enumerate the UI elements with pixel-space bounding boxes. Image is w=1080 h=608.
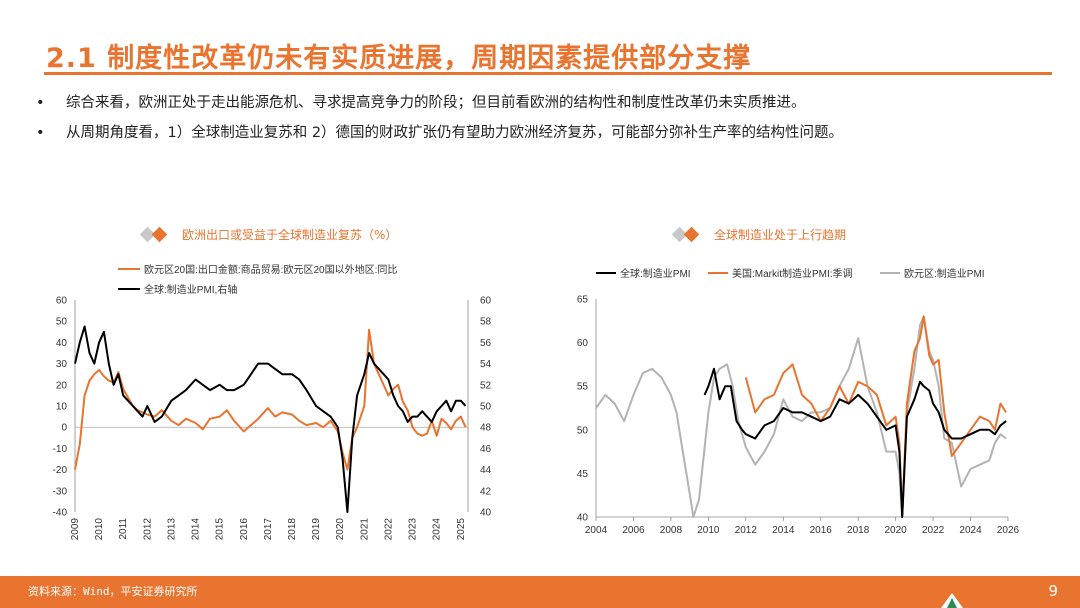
- x-tick-label: 2012: [142, 518, 153, 541]
- x-tick-label: 2004: [585, 525, 608, 536]
- series-line-export-yoy: [74, 328, 467, 471]
- series-line-us-pmi: [744, 315, 1007, 518]
- y-right-tick-label: 48: [480, 423, 492, 434]
- y-right-tick-label: 40: [480, 508, 492, 519]
- x-tick-label: 2021: [359, 518, 370, 541]
- y-right-tick-label: 54: [480, 359, 492, 370]
- y-tick-label: 45: [577, 469, 589, 480]
- bullet-text: 从周期角度看，1）全球制造业复苏和 2）德国的财政扩张仍有望助力欧洲经济复苏，可…: [66, 125, 844, 141]
- x-tick-label: 2020: [885, 525, 908, 536]
- y-right-tick-label: 58: [480, 317, 492, 328]
- y-left-tick-label: 20: [56, 380, 68, 391]
- footer-source: 资料来源：Wind，平安证券研究所: [28, 585, 198, 598]
- diamond-icon: [671, 226, 708, 243]
- y-right-tick-label: 60: [480, 296, 492, 307]
- y-right-tick-label: 52: [480, 380, 492, 391]
- x-tick-label: 2022: [383, 518, 394, 541]
- x-tick-label: 2016: [810, 525, 833, 536]
- page-title: 2.1 制度性改革仍未有实质进展，周期因素提供部分支撑: [46, 43, 752, 74]
- y-left-tick-label: 50: [56, 317, 68, 328]
- y-left-tick-label: -20: [53, 465, 68, 476]
- y-tick-label: 50: [577, 425, 589, 436]
- y-tick-label: 40: [577, 513, 589, 524]
- x-tick-label: 2015: [215, 518, 226, 541]
- y-left-tick-label: -40: [53, 508, 68, 519]
- x-tick-label: 2013: [166, 518, 177, 541]
- bullet-text: 综合来看，欧洲正处于走出能源危机、寻求提高竞争力的阶段；但目前看欧洲的结构性和制…: [66, 95, 806, 111]
- y-right-tick-label: 42: [480, 486, 492, 497]
- chart1-title: 欧洲出口或受益于全球制造业复苏（%）: [139, 226, 398, 243]
- y-left-tick-label: 0: [61, 423, 67, 434]
- legend-label-pmi: 全球:制造业PMI,右轴: [144, 283, 237, 296]
- x-tick-label: 2008: [660, 525, 683, 536]
- series-line-eurozone-pmi: [595, 315, 1007, 518]
- bullet-item: • 从周期角度看，1）全球制造业复苏和 2）德国的财政扩张仍有望助力欧洲经济复苏…: [36, 118, 1056, 148]
- chart2-title-text: 全球制造业处于上行趋期: [714, 228, 847, 242]
- legend-label-eu: 欧元区:制造业PMI: [904, 267, 985, 280]
- logo-icon: [941, 593, 963, 608]
- bullet-list: • 综合来看，欧洲正处于走出能源危机、寻求提高竞争力的阶段；但目前看欧洲的结构性…: [36, 88, 1056, 148]
- series-line-global-pmi: [703, 367, 1007, 518]
- y-tick-label: 65: [577, 295, 589, 306]
- x-tick-label: 2019: [311, 518, 322, 541]
- x-tick-label: 2023: [408, 518, 419, 541]
- y-tick-label: 55: [577, 382, 589, 393]
- legend-label-global: 全球:制造业PMI: [620, 267, 691, 280]
- bullet-item: • 综合来看，欧洲正处于走出能源危机、寻求提高竞争力的阶段；但目前看欧洲的结构性…: [36, 88, 1056, 118]
- chart2: 全球:制造业PMI 美国:Markit制造业PMI:季调 欧元区:制造业PMI …: [577, 267, 1020, 536]
- x-tick-label: 2024: [959, 525, 982, 536]
- footer-bar: [0, 576, 1080, 608]
- x-tick-label: 2018: [287, 518, 298, 541]
- y-right-tick-label: 44: [480, 465, 492, 476]
- diamond-icon: [139, 226, 176, 243]
- page-number: 9: [1048, 582, 1058, 600]
- series-line-global-pmi: [74, 325, 467, 513]
- x-tick-label: 2010: [697, 525, 720, 536]
- legend-label-export: 欧元区20国:出口金额:商品贸易:欧元区20国以外地区:同比: [144, 263, 397, 276]
- x-tick-label: 2022: [922, 525, 945, 536]
- x-tick-label: 2017: [263, 518, 274, 541]
- y-right-tick-label: 56: [480, 338, 492, 349]
- x-tick-label: 2025: [456, 518, 467, 541]
- x-tick-label: 2012: [735, 525, 758, 536]
- y-left-tick-label: 60: [56, 296, 68, 307]
- chart1-title-text: 欧洲出口或受益于全球制造业复苏（%）: [182, 228, 398, 242]
- x-tick-label: 2014: [772, 525, 795, 536]
- chart2-title: 全球制造业处于上行趋期: [671, 226, 847, 243]
- title-divider: [44, 72, 1052, 75]
- y-left-tick-label: -10: [53, 444, 68, 455]
- y-left-tick-label: 10: [56, 402, 68, 413]
- y-left-tick-label: 30: [56, 359, 68, 370]
- x-tick-label: 2018: [847, 525, 870, 536]
- x-tick-label: 2020: [335, 518, 346, 541]
- y-tick-label: 60: [577, 338, 589, 349]
- x-tick-label: 2010: [94, 518, 105, 541]
- x-tick-label: 2026: [997, 525, 1020, 536]
- bullet-symbol: •: [36, 95, 45, 111]
- x-tick-label: 2014: [191, 518, 202, 541]
- x-tick-label: 2011: [118, 518, 129, 540]
- x-tick-label: 2024: [432, 518, 443, 541]
- y-left-tick-label: -30: [53, 486, 68, 497]
- x-tick-label: 2009: [70, 518, 81, 541]
- chart1: 欧元区20国:出口金额:商品贸易:欧元区20国以外地区:同比 全球:制造业PMI…: [53, 263, 492, 541]
- x-tick-label: 2016: [239, 518, 250, 541]
- y-left-tick-label: 40: [56, 338, 68, 349]
- y-right-tick-label: 46: [480, 444, 492, 455]
- legend-label-us: 美国:Markit制造业PMI:季调: [732, 267, 853, 280]
- bullet-symbol: •: [36, 125, 45, 141]
- x-tick-label: 2006: [622, 525, 645, 536]
- y-right-tick-label: 50: [480, 402, 492, 413]
